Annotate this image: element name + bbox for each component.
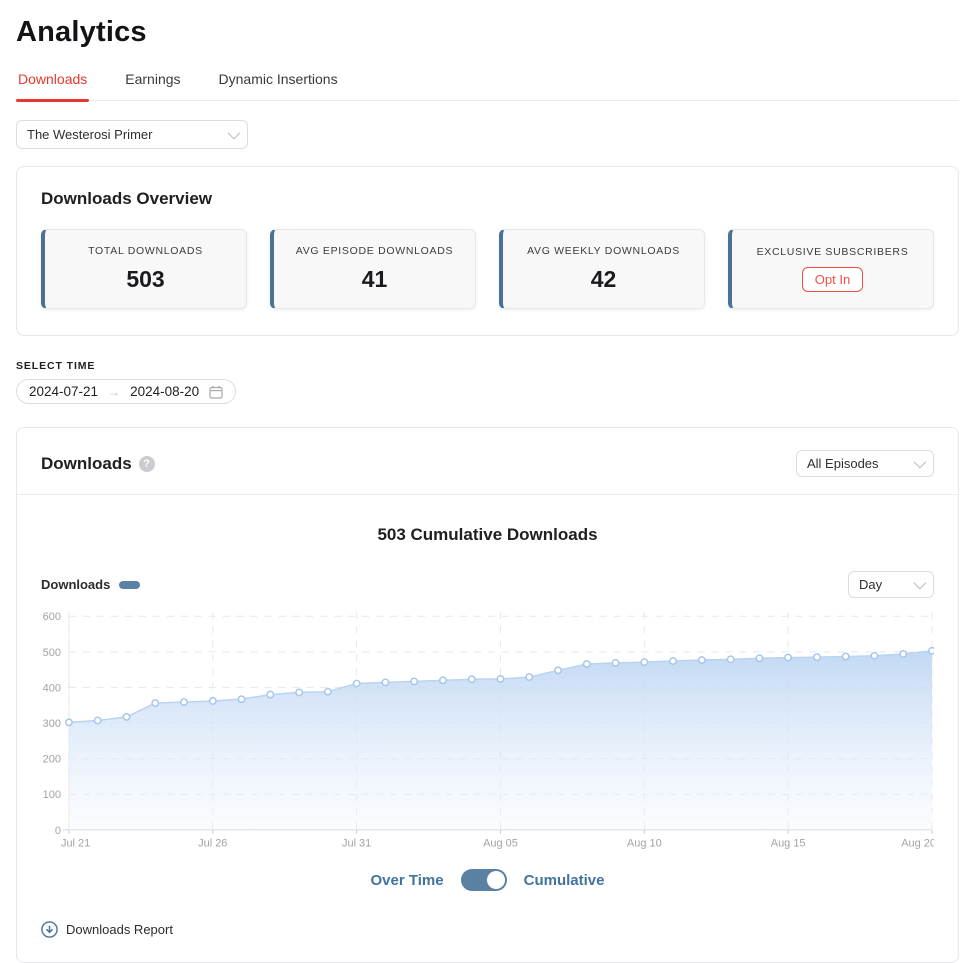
tab-bar: Downloads Earnings Dynamic Insertions — [16, 71, 959, 102]
toggle-knob — [486, 871, 505, 889]
select-time-label: SELECT TIME — [16, 360, 96, 372]
downloads-card-header: Downloads ? All Episodes — [17, 450, 958, 495]
show-select-value: The Westerosi Primer — [27, 127, 153, 142]
stat-value: 41 — [361, 266, 388, 292]
download-circle-icon — [41, 921, 58, 938]
show-select[interactable]: The Westerosi Primer — [16, 120, 248, 149]
downloads-area-chart[interactable]: 0 100 200 300 400 500 600 Jul 21 Jul 26 Jul 31 Aug… — [41, 606, 936, 859]
svg-text:600: 600 — [43, 611, 61, 623]
date-range-input[interactable]: 2024-07-21 → 2024-08-20 — [16, 379, 237, 404]
chevron-down-icon — [913, 455, 927, 469]
downloads-report-link[interactable]: Downloads Report — [41, 921, 934, 938]
overview-heading: Downloads Overview — [41, 189, 212, 208]
calendar-icon — [209, 385, 223, 399]
chart-mode-toggle-row: Over Time Cumulative — [41, 869, 934, 891]
opt-in-button[interactable]: Opt In — [801, 267, 864, 292]
time-select-block: SELECT TIME 2024-07-21 → 2024-08-20 — [16, 360, 959, 404]
stat-avg-weekly-downloads: AVG WEEKLY DOWNLOADS 42 — [499, 229, 705, 309]
stat-avg-episode-downloads: AVG EPISODE DOWNLOADS 41 — [270, 229, 476, 309]
stat-exclusive-subscribers: EXCLUSIVE SUBSCRIBERS Opt In — [728, 229, 934, 309]
page-title: Analytics — [16, 16, 147, 48]
svg-text:200: 200 — [43, 754, 61, 766]
svg-text:100: 100 — [43, 789, 61, 801]
stat-value: 503 — [126, 266, 165, 292]
tab-downloads[interactable]: Downloads — [16, 71, 90, 102]
stat-label: TOTAL DOWNLOADS — [88, 245, 203, 257]
downloads-heading: Downloads — [41, 453, 132, 473]
episodes-select-value: All Episodes — [807, 456, 879, 471]
interval-select-value: Day — [859, 577, 883, 592]
start-date: 2024-07-21 — [29, 384, 99, 399]
interval-select[interactable]: Day — [848, 571, 934, 598]
stat-value: 42 — [590, 266, 617, 292]
svg-text:Jul 21: Jul 21 — [61, 838, 90, 850]
episodes-select[interactable]: All Episodes — [796, 450, 934, 477]
stat-label: EXCLUSIVE SUBSCRIBERS — [756, 246, 909, 258]
stat-label: AVG EPISODE DOWNLOADS — [295, 245, 454, 257]
svg-text:Jul 26: Jul 26 — [198, 838, 227, 850]
svg-text:400: 400 — [43, 682, 61, 694]
end-date: 2024-08-20 — [130, 384, 200, 399]
chart-title: 503 Cumulative Downloads — [377, 525, 598, 544]
svg-text:Aug 10: Aug 10 — [627, 838, 662, 850]
chevron-down-icon — [913, 576, 927, 590]
downloads-chart-card: Downloads ? All Episodes 503 Cumulative … — [16, 427, 959, 963]
chevron-down-icon — [227, 126, 241, 140]
help-icon[interactable]: ? — [138, 455, 155, 472]
svg-text:300: 300 — [43, 718, 61, 730]
downloads-overview-card: Downloads Overview TOTAL DOWNLOADS 503 A… — [16, 166, 959, 336]
report-link-label: Downloads Report — [66, 922, 173, 937]
svg-text:Aug 15: Aug 15 — [771, 838, 806, 850]
chart-header: Downloads Day — [41, 571, 934, 598]
tab-earnings[interactable]: Earnings — [125, 71, 181, 87]
cumulative-label: Cumulative — [523, 871, 605, 889]
legend-swatch — [119, 580, 141, 589]
cumulative-toggle[interactable] — [460, 869, 507, 891]
stats-row: TOTAL DOWNLOADS 503 AVG EPISODE DOWNLOAD… — [41, 229, 934, 309]
svg-text:500: 500 — [43, 647, 61, 659]
stat-total-downloads: TOTAL DOWNLOADS 503 — [41, 229, 247, 309]
stat-label: AVG WEEKLY DOWNLOADS — [527, 245, 680, 257]
chart-legend: Downloads — [41, 577, 141, 592]
svg-text:Aug 20: Aug 20 — [901, 838, 934, 850]
arrow-right-icon: → — [108, 384, 121, 399]
tab-dynamic-insertions[interactable]: Dynamic Insertions — [218, 71, 338, 87]
svg-text:0: 0 — [55, 825, 61, 837]
over-time-label: Over Time — [370, 871, 444, 889]
svg-text:Jul 31: Jul 31 — [342, 838, 371, 850]
legend-label: Downloads — [41, 577, 111, 592]
svg-text:Aug 05: Aug 05 — [483, 838, 518, 850]
